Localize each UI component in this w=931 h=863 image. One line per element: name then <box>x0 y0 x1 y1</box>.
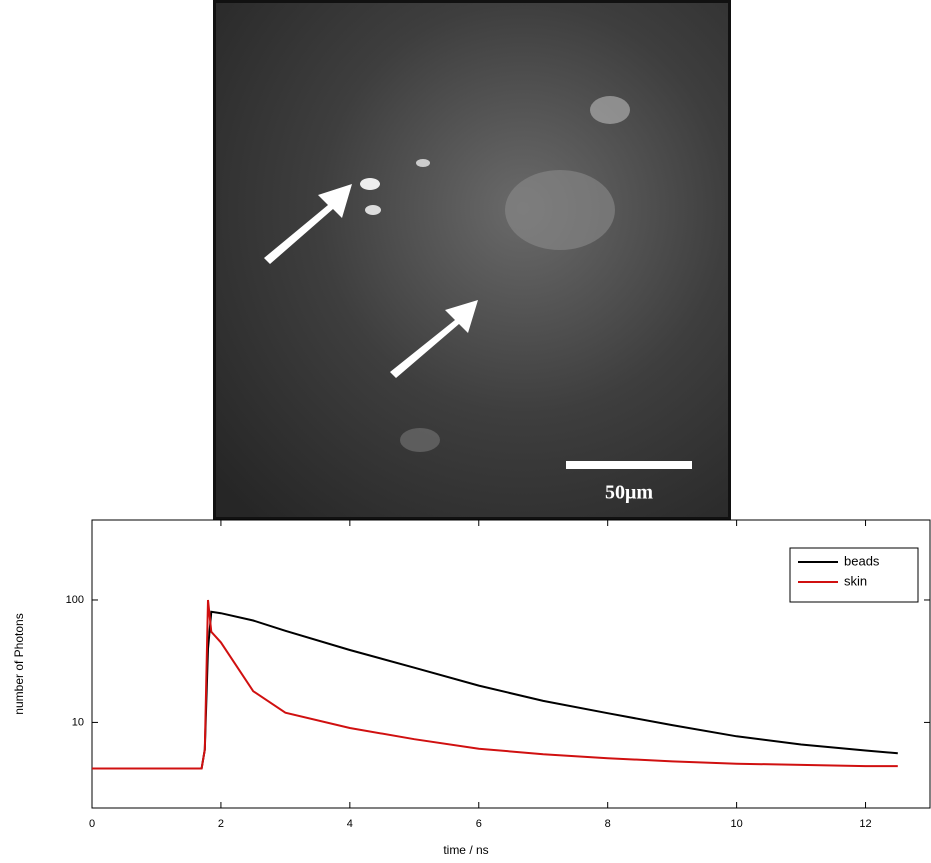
x-tick-label: 4 <box>347 818 353 830</box>
x-tick-label: 6 <box>476 818 482 830</box>
plot-frame <box>91 519 931 809</box>
y-tick-label: 100 <box>66 594 84 606</box>
x-tick-label: 8 <box>605 818 611 830</box>
micrograph: 50μm <box>213 0 731 520</box>
x-axis-label: time / ns <box>443 843 488 857</box>
x-tick-label: 2 <box>218 818 224 830</box>
x-tick-label: 10 <box>730 818 742 830</box>
series-line <box>92 599 898 770</box>
y-tick-label: 10 <box>72 716 84 728</box>
x-tick-label: 12 <box>859 818 871 830</box>
legend-label: beads <box>844 553 880 568</box>
series-line <box>92 610 898 770</box>
y-axis-label: number of Photons <box>12 613 26 714</box>
legend-box <box>789 547 919 603</box>
legend-label: skin <box>844 573 867 588</box>
scale-bar-label: 50μm <box>605 482 653 504</box>
x-tick-label: 0 <box>89 818 95 830</box>
